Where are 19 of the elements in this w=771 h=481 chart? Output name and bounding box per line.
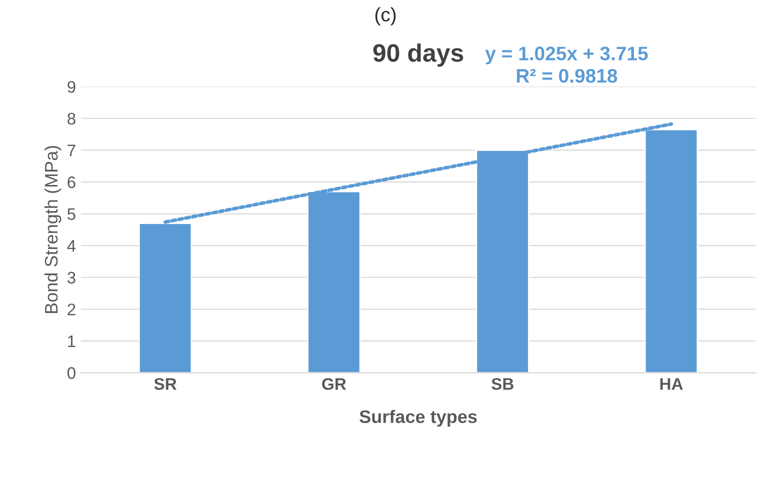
text: y = 1.025x + 3.715 R² = 0.9818 — [485, 46, 648, 83]
y-tick-label: 7 — [68, 144, 76, 156]
y-tick-label: 2 — [68, 304, 76, 316]
y-tick-label: 4 — [67, 240, 76, 252]
y-tick-label: 0 — [67, 367, 76, 379]
y-tick-label: 3 — [67, 272, 76, 284]
text: (c) — [375, 7, 396, 26]
x-tick-label: SB — [492, 378, 514, 390]
y-tick-label: 8 — [68, 112, 76, 125]
y-tick-label: 6 — [68, 176, 76, 188]
x-tick-label: GR — [322, 378, 346, 390]
y-axis-title: Bond Strength (MPa) — [44, 146, 62, 313]
x-tick-label: HA — [660, 378, 683, 390]
y-tick-label: 9 — [68, 80, 76, 93]
y-tick-label: 5 — [67, 208, 76, 220]
x-tick-label: SR — [154, 378, 177, 390]
chart-title: 90 days — [373, 43, 464, 67]
x-axis-title: Surface types — [360, 410, 477, 427]
y-tick-label: 1 — [68, 336, 76, 348]
